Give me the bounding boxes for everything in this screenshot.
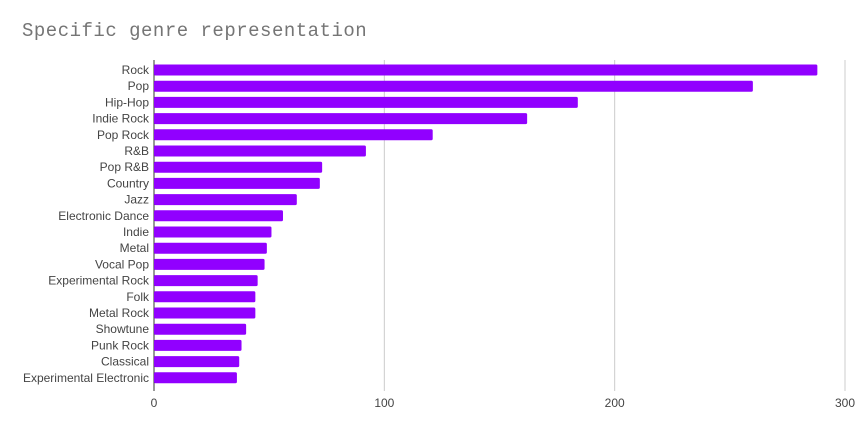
bar (154, 258, 265, 270)
x-tick-label: 100 (374, 396, 394, 410)
category-label: Classical (101, 355, 149, 369)
x-tick-label: 300 (835, 396, 855, 410)
bar (154, 80, 753, 92)
category-label: Vocal Pop (95, 257, 149, 271)
bar (154, 275, 258, 287)
bar (154, 307, 256, 319)
bar (154, 161, 323, 173)
bar (154, 129, 433, 141)
category-label: Folk (126, 290, 150, 304)
category-label: Pop (128, 79, 150, 93)
category-labels: Rock Pop Hip-Hop Indie Rock Pop Rock R&B Pop R… (23, 63, 150, 385)
bar (154, 242, 267, 254)
x-tick-label: 0 (151, 396, 158, 410)
category-label: Metal (120, 241, 149, 255)
bar (154, 356, 240, 368)
bar (154, 210, 283, 222)
category-label: Rock (122, 63, 150, 77)
category-label: Indie (123, 225, 149, 239)
bar (154, 291, 256, 303)
bar (154, 372, 237, 384)
bar (154, 64, 818, 76)
category-label: Pop R&B (100, 160, 149, 174)
category-label: Punk Rock (91, 338, 150, 352)
category-label: Electronic Dance (58, 209, 149, 223)
chart-title: Specific genre representation (22, 20, 368, 42)
bar (154, 113, 528, 125)
bars (154, 64, 818, 384)
x-tick-label: 200 (605, 396, 625, 410)
category-label: Experimental Electronic (23, 371, 149, 385)
bar (154, 145, 366, 157)
x-axis-ticks: 0 100 200 300 (151, 396, 856, 410)
bar (154, 177, 320, 189)
category-label: R&B (124, 144, 149, 158)
bar (154, 194, 297, 206)
category-label: Hip-Hop (105, 95, 149, 109)
category-label: Experimental Rock (48, 274, 150, 288)
bar (154, 226, 272, 238)
bar (154, 96, 578, 108)
grid-lines (153, 60, 846, 391)
bar (154, 323, 247, 335)
category-label: Country (107, 176, 149, 190)
category-label: Pop Rock (97, 128, 150, 142)
category-label: Showtune (96, 322, 150, 336)
bar (154, 339, 242, 351)
category-label: Indie Rock (92, 112, 150, 126)
category-label: Jazz (124, 193, 149, 207)
category-label: Metal Rock (89, 306, 150, 320)
